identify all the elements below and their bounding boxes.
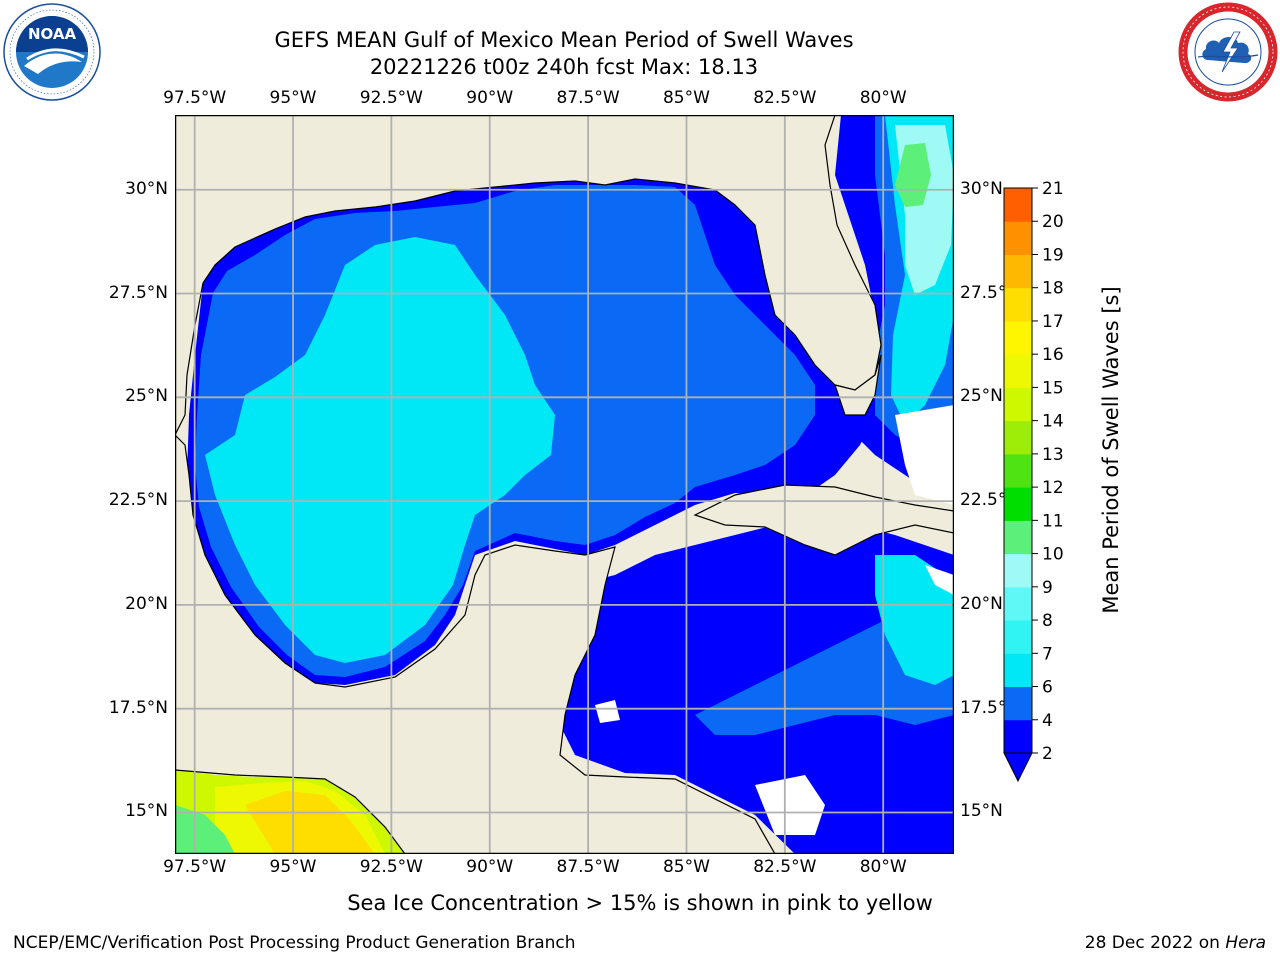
- longitude-label: 80°W: [859, 857, 907, 877]
- colorbar-tick-label: 21: [1042, 180, 1064, 199]
- colorbar-label-wrap: Mean Period of Swell Waves [s]: [1067, 286, 1131, 613]
- colorbar: 2 4 6 7 8 9 10 11 12 13 14 15 16 17 18 19 20 21: [1003, 180, 1064, 783]
- latitude-label: 27.5°N: [108, 282, 168, 303]
- colorbar-bin: [1004, 188, 1032, 222]
- colorbar-tick-label: 11: [1042, 511, 1064, 531]
- colorbar-bin: [1004, 221, 1032, 255]
- colorbar-tick-label: 6: [1042, 678, 1053, 698]
- colorbar-bin: [1004, 686, 1032, 721]
- latitude-label: 30°N: [125, 178, 168, 199]
- longitude-label: 90°W: [466, 857, 514, 877]
- colorbar-bin: [1004, 719, 1032, 754]
- colorbar-under-extension: [1003, 752, 1033, 783]
- colorbar-tick-label: 17: [1042, 312, 1064, 332]
- nws-logo: [1178, 2, 1278, 102]
- latitude-label: 20°N: [960, 593, 1003, 614]
- colorbar-tick-label: 2: [1042, 744, 1053, 764]
- colorbar-bin: [1004, 553, 1032, 588]
- land-florida-south: [834, 354, 882, 416]
- colorbar-tick-label: 19: [1042, 245, 1064, 265]
- longitude-label: 97.5°W: [163, 857, 227, 877]
- land-usa: [175, 115, 954, 436]
- colorbar-tick-label: 15: [1042, 378, 1064, 398]
- footer-host: Hera: [1225, 933, 1266, 953]
- map-grid: [175, 115, 954, 854]
- colorbar-bin: [1004, 620, 1032, 654]
- longitude-label: 95°W: [269, 857, 317, 877]
- longitude-label: 97.5°W: [163, 88, 227, 108]
- longitude-label: 92.5°W: [359, 857, 423, 877]
- colorbar-bin: [1004, 653, 1032, 688]
- latitude-label: 25°N: [125, 386, 168, 407]
- latitude-label: 15°N: [125, 801, 168, 822]
- footer-left: NCEP/EMC/Verification Post Processing Pr…: [13, 933, 576, 953]
- noaa-logo: NOAA: [3, 3, 101, 101]
- longitude-label: 82.5°W: [753, 88, 817, 108]
- map-title: GEFS MEAN Gulf of Mexico Mean Period of …: [274, 28, 854, 52]
- footer-date: 28 Dec 2022 on: [1084, 933, 1226, 953]
- footer-right: 28 Dec 2022 on Hera: [1085, 933, 1266, 953]
- caribbean-period-6-7: [875, 555, 954, 685]
- longitude-label: 82.5°W: [753, 857, 817, 877]
- nodata-patch-1: [755, 775, 825, 835]
- colorbar-tick-label: 4: [1042, 711, 1053, 731]
- sea-ice-note: Sea Ice Concentration > 15% is shown in …: [347, 891, 933, 915]
- nodata-patch-2: [595, 700, 620, 723]
- colorbar-frame: [1003, 187, 1033, 754]
- colorbar-label: Mean Period of Swell Waves [s]: [1099, 286, 1123, 614]
- land-mexico: [175, 434, 776, 854]
- latitude-label: 17.5°N: [108, 697, 168, 718]
- longitude-label: 85°W: [662, 857, 710, 877]
- colorbar-tick-label: 20: [1042, 212, 1064, 232]
- colorbar-bin: [1004, 453, 1032, 488]
- noaa-logo-text: NOAA: [28, 25, 77, 43]
- bahamas-no-data: [895, 405, 954, 505]
- colorbar-bin: [1004, 487, 1032, 521]
- colorbar-bin: [1004, 420, 1032, 455]
- latitude-label: 15°N: [960, 801, 1003, 822]
- colorbar-tick-label: 8: [1042, 611, 1053, 631]
- map-frame: [175, 115, 954, 854]
- colorbar-bin: [1004, 320, 1032, 355]
- colorbar-bin: [1004, 520, 1032, 555]
- longitude-label: 92.5°W: [359, 88, 423, 108]
- colorbar-tick-label: 16: [1042, 345, 1064, 365]
- colorbar-bin: [1004, 354, 1032, 388]
- latitude-label: 25°N: [960, 386, 1003, 407]
- colorbar-bin: [1004, 387, 1032, 422]
- colorbar-tick-label: 10: [1042, 545, 1064, 565]
- colorbar-tick-label: 9: [1042, 578, 1053, 598]
- colorbar-tick-label: 12: [1042, 478, 1064, 498]
- longitude-label: 80°W: [859, 88, 907, 108]
- longitude-label: 87.5°W: [556, 857, 620, 877]
- longitude-label: 85°W: [662, 88, 710, 108]
- latitude-label: 20°N: [125, 593, 168, 614]
- swell-period-map: [175, 115, 954, 854]
- land-cuba: [693, 484, 954, 556]
- longitude-label: 95°W: [269, 88, 317, 108]
- longitude-label: 90°W: [466, 88, 514, 108]
- colorbar-bin: [1004, 287, 1032, 322]
- colorbar-tick-label: 14: [1042, 412, 1064, 432]
- colorbar-tick-label: 13: [1042, 445, 1064, 465]
- colorbar-bin: [1004, 586, 1032, 621]
- nodata-patch-3: [925, 565, 954, 595]
- longitude-label: 87.5°W: [556, 88, 620, 108]
- latitude-label: 22.5°N: [108, 490, 168, 511]
- atlantic-period-9-10: [895, 143, 931, 207]
- colorbar-bin: [1004, 254, 1032, 289]
- colorbar-tick-label: 18: [1042, 279, 1064, 299]
- latitude-label: 30°N: [960, 178, 1003, 199]
- map-subtitle: 20221226 t00z 240h fcst Max: 18.13: [369, 55, 759, 79]
- colorbar-tick-label: 7: [1042, 644, 1053, 664]
- pacific-period-14-16: [245, 791, 375, 854]
- pacific-period-11-12: [175, 805, 235, 854]
